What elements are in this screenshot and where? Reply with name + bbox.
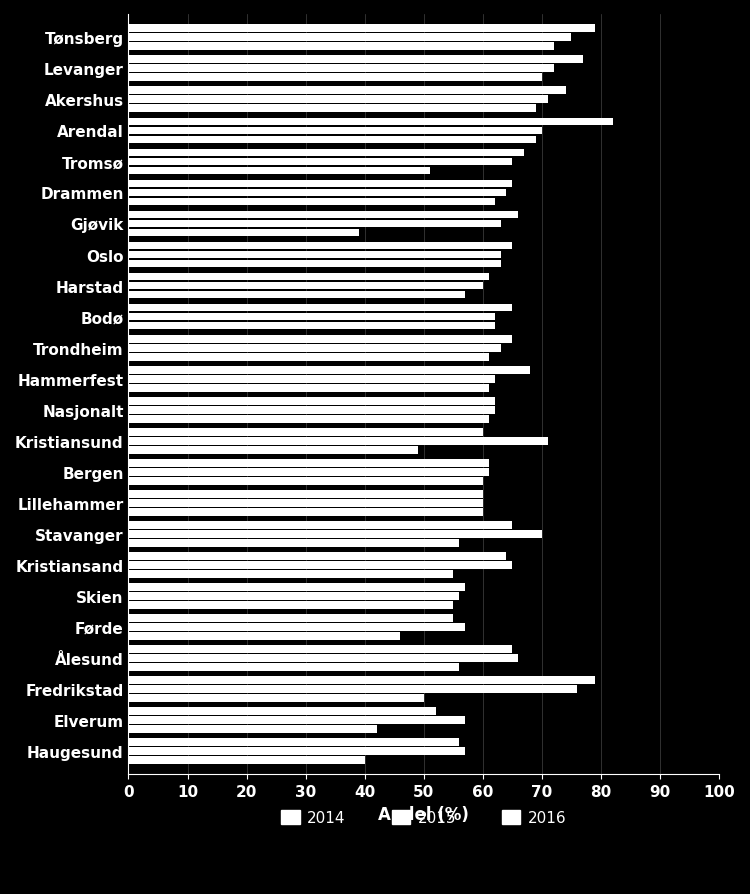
Bar (128, 397, 495, 405)
Bar (128, 211, 518, 219)
Bar (128, 552, 506, 561)
Bar (128, 747, 465, 755)
Bar (128, 384, 489, 392)
Bar (128, 314, 495, 321)
Bar (128, 97, 548, 104)
Bar (128, 602, 453, 609)
Bar (128, 105, 536, 114)
Bar (128, 43, 554, 51)
Bar (128, 623, 465, 631)
Bar (128, 707, 436, 715)
Bar (128, 654, 518, 662)
Bar (128, 477, 483, 485)
Bar (128, 437, 548, 445)
Bar (128, 56, 584, 64)
Bar (128, 428, 483, 436)
Bar (128, 190, 506, 197)
Bar (128, 74, 542, 82)
Bar (128, 663, 459, 671)
Bar (128, 756, 364, 764)
Bar (128, 230, 358, 237)
Bar (128, 561, 512, 569)
Bar (128, 570, 453, 578)
Bar (128, 407, 495, 414)
Bar (128, 220, 500, 228)
Bar (128, 118, 613, 126)
Bar (128, 686, 578, 693)
Bar (128, 158, 512, 166)
Bar (128, 34, 572, 42)
Bar (128, 584, 465, 591)
Bar (128, 291, 465, 299)
Bar (128, 344, 500, 352)
Bar (128, 468, 489, 477)
Bar (128, 509, 483, 516)
Bar (128, 500, 483, 507)
Bar (128, 416, 489, 423)
Bar (128, 260, 500, 268)
Bar (128, 491, 483, 498)
Bar (128, 274, 489, 281)
Bar (128, 632, 400, 640)
Bar (128, 137, 536, 144)
Bar (128, 198, 495, 207)
Bar (128, 521, 512, 529)
Bar (128, 323, 495, 330)
Bar (128, 304, 512, 312)
Bar (128, 25, 595, 33)
Bar (128, 677, 595, 684)
Legend: 2014, 2015, 2016: 2014, 2015, 2016 (275, 805, 572, 831)
Bar (128, 167, 430, 175)
Bar (128, 645, 512, 654)
Bar (128, 460, 489, 468)
Bar (128, 539, 459, 547)
Bar (128, 725, 376, 733)
Bar (128, 614, 453, 622)
Bar (128, 127, 542, 135)
Bar (128, 593, 459, 600)
Bar (128, 149, 524, 157)
Bar (128, 367, 530, 374)
Bar (128, 283, 483, 291)
Bar (128, 181, 512, 188)
Bar (128, 242, 512, 250)
Bar (128, 716, 465, 724)
Bar (128, 530, 542, 538)
Bar (128, 88, 566, 95)
Bar (128, 353, 489, 361)
Bar (128, 251, 500, 259)
Bar (128, 738, 459, 746)
Bar (128, 65, 554, 73)
Bar (128, 446, 418, 454)
X-axis label: Andel (%): Andel (%) (378, 805, 470, 822)
Bar (128, 375, 495, 384)
Bar (128, 695, 424, 702)
Bar (128, 335, 512, 343)
